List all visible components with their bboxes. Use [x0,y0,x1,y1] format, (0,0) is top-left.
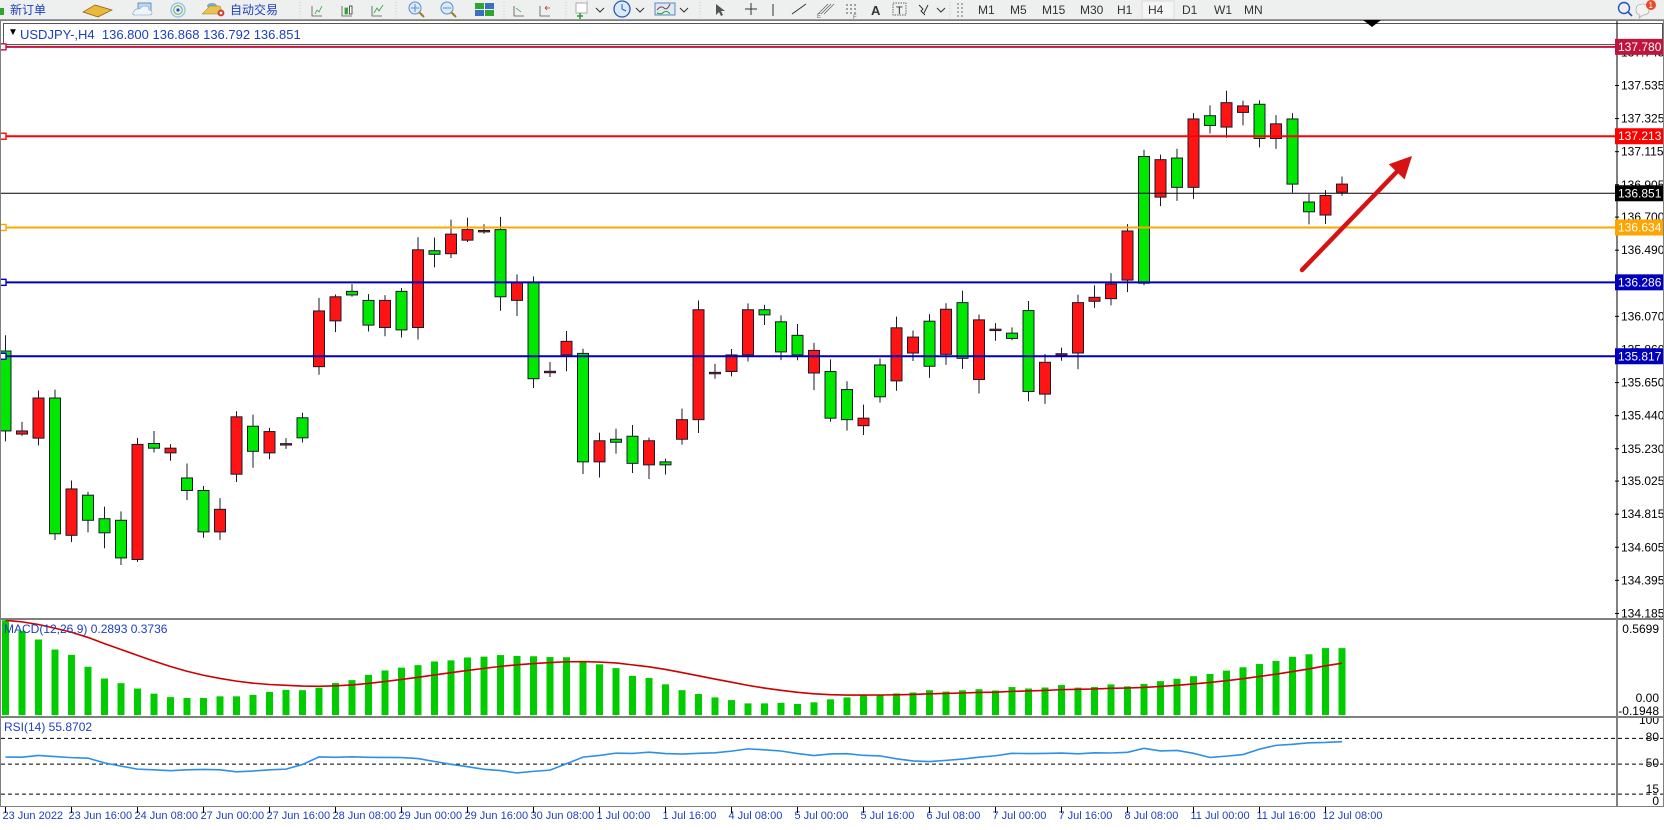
svg-text:137.325: 137.325 [1621,112,1664,126]
svg-text:134.395: 134.395 [1621,573,1664,587]
svg-text:H4: H4 [1148,3,1164,17]
svg-text:136.851: 136.851 [1618,186,1662,200]
svg-text:M30: M30 [1080,3,1104,17]
svg-text:135.817: 135.817 [1618,349,1662,363]
svg-text:新订单: 新订单 [10,2,46,17]
svg-text:135.440: 135.440 [1621,409,1664,423]
svg-text:134.815: 134.815 [1621,507,1664,521]
svg-text:134.185: 134.185 [1621,606,1664,619]
svg-text:MN: MN [1244,3,1263,17]
svg-text:M1: M1 [978,3,995,17]
svg-text:1: 1 [1649,1,1654,10]
svg-text:136.490: 136.490 [1621,243,1664,257]
svg-text:137.213: 137.213 [1618,129,1662,143]
svg-text:134.605: 134.605 [1621,540,1664,554]
svg-text:D1: D1 [1182,3,1198,17]
svg-text:137.780: 137.780 [1618,40,1662,54]
svg-text:137.115: 137.115 [1621,145,1664,159]
svg-text:136.634: 136.634 [1618,220,1662,234]
svg-text:T: T [896,5,903,17]
svg-text:136.286: 136.286 [1618,275,1662,289]
svg-text:135.230: 135.230 [1621,442,1664,456]
svg-text:135.650: 135.650 [1621,376,1664,390]
svg-text:136.070: 136.070 [1621,309,1664,323]
svg-text:137.535: 137.535 [1621,78,1664,92]
svg-text:自动交易: 自动交易 [230,2,278,17]
svg-text:135.025: 135.025 [1621,474,1664,488]
svg-text:M5: M5 [1010,3,1027,17]
svg-text:H1: H1 [1117,3,1133,17]
svg-text:M15: M15 [1042,3,1066,17]
svg-text:A: A [871,3,881,18]
svg-text:W1: W1 [1214,3,1232,17]
